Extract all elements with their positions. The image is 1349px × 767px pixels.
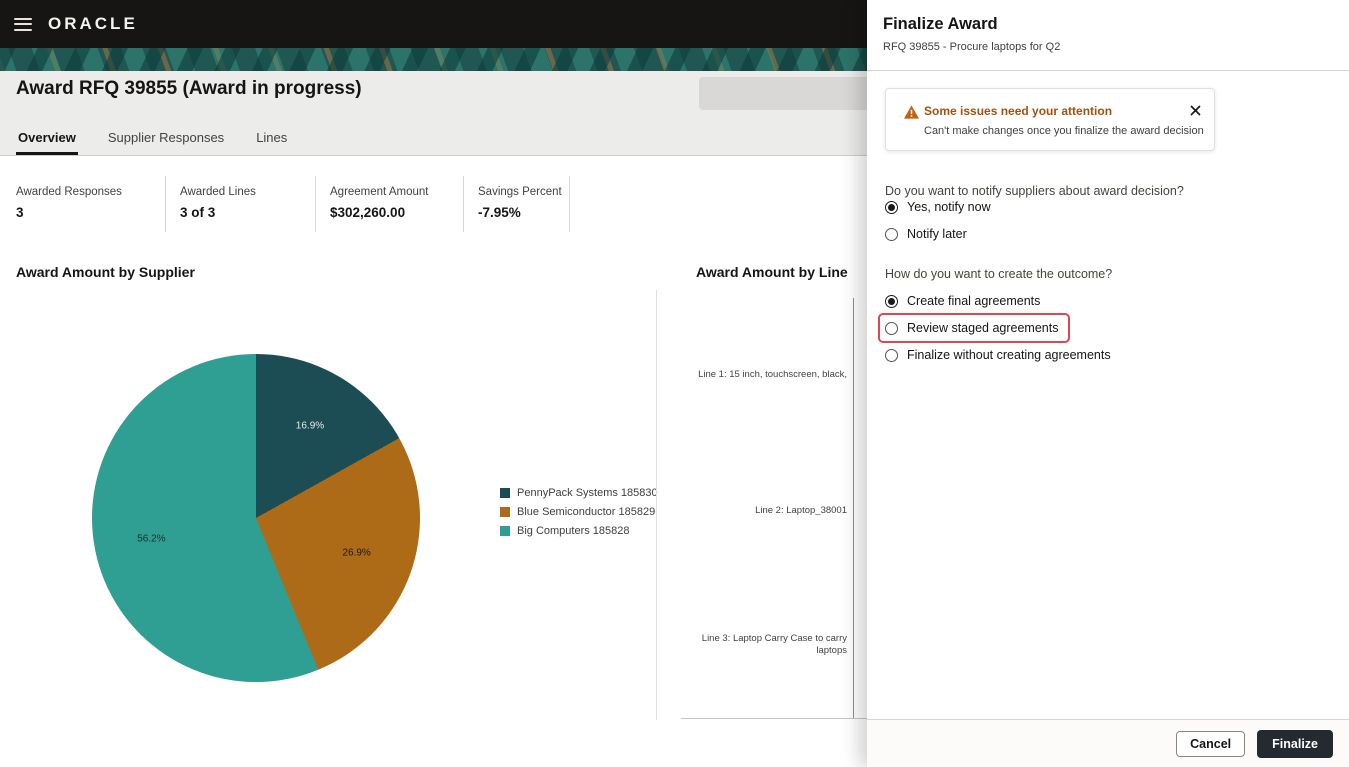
bar-category-label: Line 2: Laptop_38001 xyxy=(755,505,847,516)
pie-legend: PennyPack Systems 185830 Blue Semiconduc… xyxy=(500,487,658,537)
legend-label: PennyPack Systems 185830 xyxy=(517,487,658,499)
stat-value: 3 of 3 xyxy=(180,205,216,220)
radio-icon xyxy=(885,227,898,241)
stat-savings-percent: Savings Percent -7.95% xyxy=(464,176,570,232)
stat-label: Awarded Lines xyxy=(180,186,256,198)
oracle-logo: ORACLE xyxy=(48,14,138,33)
warning-message-card: Some issues need your attention Can't ma… xyxy=(885,88,1215,151)
stat-value: 3 xyxy=(16,205,24,220)
tab-supplier-responses[interactable]: Supplier Responses xyxy=(107,130,225,145)
stat-label: Agreement Amount xyxy=(330,186,429,198)
summary-stats-row: Awarded Responses 3 Awarded Lines 3 of 3… xyxy=(0,176,570,232)
stat-value: -7.95% xyxy=(478,205,521,220)
radio-label: Notify later xyxy=(907,227,967,241)
panel-header: Finalize Award RFQ 39855 - Procure lapto… xyxy=(867,0,1349,71)
stat-label: Awarded Responses xyxy=(16,186,122,198)
radio-create-final-agreements[interactable]: Create final agreements xyxy=(885,290,1040,312)
stat-value: $302,260.00 xyxy=(330,205,406,220)
bar-category-label: Line 1: 15 inch, touchscreen, black, xyxy=(698,369,847,380)
radio-label: Create final agreements xyxy=(907,294,1041,308)
radio-icon xyxy=(885,294,898,308)
legend-swatch xyxy=(500,507,510,517)
header-action-buttons-dimmed xyxy=(699,77,867,110)
radio-yes-notify-now[interactable]: Yes, notify now xyxy=(885,196,991,218)
stat-label: Savings Percent xyxy=(478,186,562,198)
radio-icon xyxy=(885,200,898,214)
section-divider xyxy=(656,290,657,720)
legend-item: PennyPack Systems 185830 xyxy=(500,487,658,499)
legend-swatch xyxy=(500,488,510,498)
panel-title: Finalize Award xyxy=(883,15,998,33)
finalize-award-panel: Finalize Award RFQ 39855 - Procure lapto… xyxy=(867,0,1349,767)
page-title: Award RFQ 39855 (Award in progress) xyxy=(16,78,362,99)
radio-notify-later[interactable]: Notify later xyxy=(885,223,967,245)
bar-chart-x-axis xyxy=(681,718,867,719)
warning-triangle-icon xyxy=(904,105,919,119)
radio-label: Review staged agreements xyxy=(907,321,1059,335)
stat-awarded-lines: Awarded Lines 3 of 3 xyxy=(166,176,316,232)
panel-subtitle: RFQ 39855 - Procure laptops for Q2 xyxy=(883,41,1061,53)
radio-finalize-without-agreements[interactable]: Finalize without creating agreements xyxy=(885,344,1111,366)
question-notify-suppliers: Do you want to notify suppliers about aw… xyxy=(885,184,1184,198)
finalize-button[interactable]: Finalize xyxy=(1257,729,1333,758)
legend-label: Big Computers 185828 xyxy=(517,525,630,537)
radio-label: Finalize without creating agreements xyxy=(907,348,1111,362)
legend-item: Big Computers 185828 xyxy=(500,525,658,537)
pie-slice-label: 16.9% xyxy=(295,420,325,432)
radio-icon xyxy=(885,348,898,362)
radio-icon xyxy=(885,321,898,335)
supplier-pie-chart: 16.9% 26.9% 56.2% xyxy=(92,354,420,682)
warning-body: Can't make changes once you finalize the… xyxy=(924,125,1204,137)
question-create-outcome: How do you want to create the outcome? xyxy=(885,267,1113,281)
cancel-button[interactable]: Cancel xyxy=(1176,730,1246,757)
panel-footer: Cancel Finalize xyxy=(867,719,1349,767)
tab-lines[interactable]: Lines xyxy=(256,130,288,145)
line-chart-title: Award Amount by Line xyxy=(696,264,848,280)
stat-awarded-responses: Awarded Responses 3 xyxy=(0,176,166,232)
legend-item: Blue Semiconductor 185829 xyxy=(500,506,658,518)
legend-label: Blue Semiconductor 185829 xyxy=(517,506,656,518)
tab-bar: Overview Supplier Responses Lines xyxy=(16,130,289,155)
pie-slice-label: 56.2% xyxy=(137,533,166,545)
bar-chart-y-axis xyxy=(853,298,854,718)
close-icon[interactable] xyxy=(1185,100,1205,120)
legend-swatch xyxy=(500,526,510,536)
pie-slice-label: 26.9% xyxy=(342,547,371,559)
radio-label: Yes, notify now xyxy=(907,200,991,214)
menu-icon[interactable] xyxy=(14,17,32,31)
stat-agreement-amount: Agreement Amount $302,260.00 xyxy=(316,176,464,232)
bar-category-label: Line 3: Laptop Carry Case to carry lapto… xyxy=(701,633,847,656)
supplier-chart-title: Award Amount by Supplier xyxy=(16,264,195,280)
radio-review-staged-agreements[interactable]: Review staged agreements xyxy=(877,313,1072,343)
warning-title: Some issues need your attention xyxy=(924,104,1113,118)
tab-overview[interactable]: Overview xyxy=(16,130,78,155)
